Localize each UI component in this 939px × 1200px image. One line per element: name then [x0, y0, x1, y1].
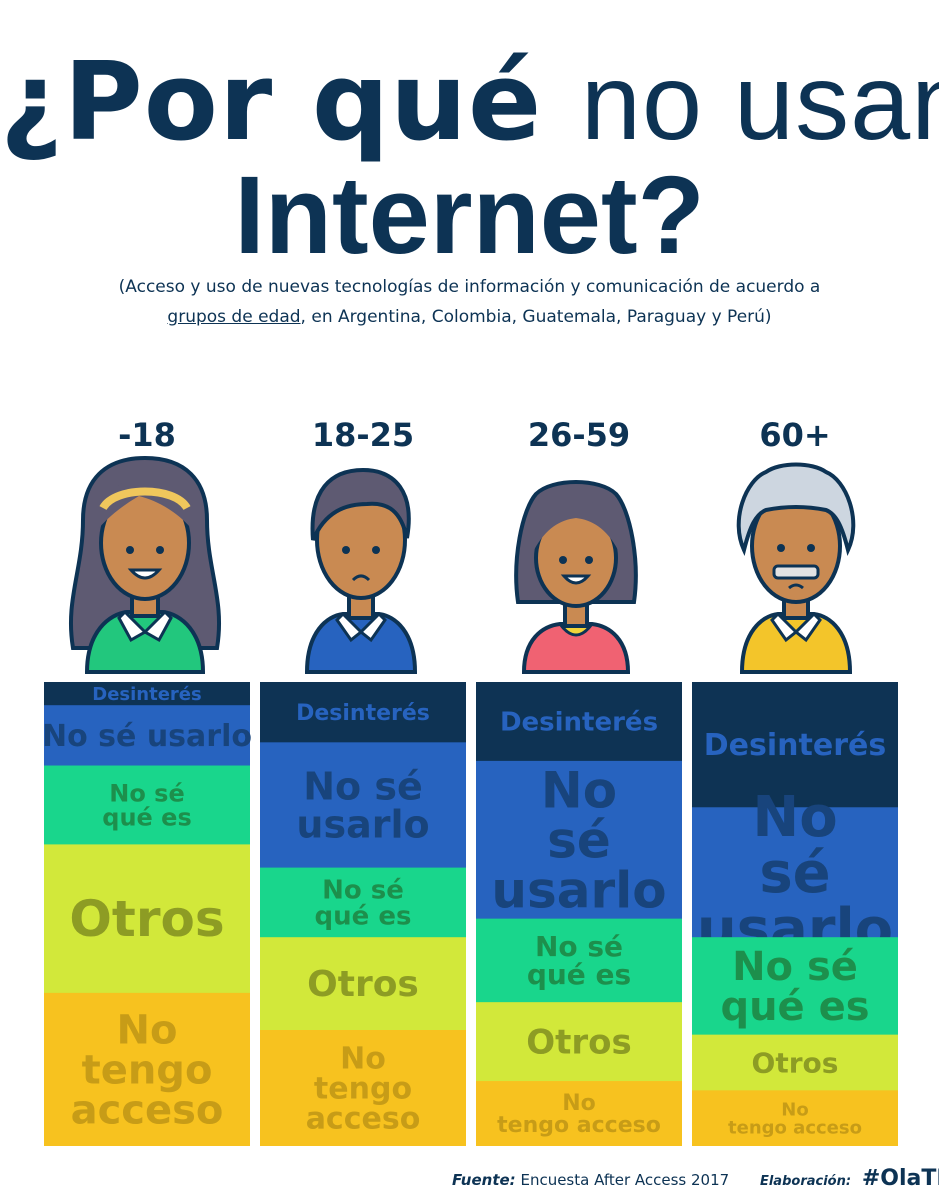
segment-label: No sé usarlo — [296, 764, 429, 846]
segment-label: No sé qué es — [315, 876, 412, 932]
segment-no-s-usarlo — [476, 760, 682, 920]
segment-label: Otros — [69, 890, 224, 948]
segment-no-tengo-acceso — [692, 1090, 898, 1146]
segment-label: Desinterés — [296, 701, 430, 726]
title-line-1: ¿Por qué no usan — [0, 48, 939, 157]
avatar-young-man-icon — [304, 467, 418, 674]
avatars — [68, 455, 856, 674]
segment-desinter-s — [44, 682, 250, 707]
segment-no-tengo-acceso — [260, 1030, 466, 1146]
segment-label: Otros — [752, 1046, 839, 1079]
segment-no-s-qu-es — [44, 765, 250, 846]
title-bold: ¿Por qué — [0, 40, 543, 165]
segment-no-tengo-acceso — [44, 992, 250, 1146]
credit-value: #OlaTICs — [861, 1166, 939, 1191]
segment-label: No sé usarlo — [491, 761, 666, 919]
age-group-chart: -18 18-25 26-59 60+ — [42, 416, 898, 1146]
subtitle-line-2: , en Argentina, Colombia, Guatemala, Par… — [300, 307, 772, 327]
page-title: ¿Por qué no usan Internet? — [0, 48, 939, 271]
credit-key: Elaboración: — [759, 1174, 852, 1189]
title-line-2: Internet? — [234, 154, 705, 277]
segment-label: No tengo acceso — [728, 1099, 862, 1138]
age-labels: -18 18-25 26-59 60+ — [118, 416, 831, 454]
column-1: Desinterés No sé usarlo No sé qué es Otros No t… — [260, 682, 466, 1146]
avatar-older-man-icon — [736, 462, 856, 674]
segment-label: No sé qué es — [527, 930, 631, 991]
subtitle-link[interactable]: grupos de edad — [167, 307, 301, 327]
footer: Fuente: Encuesta After Access 2017 Elabo… — [452, 1166, 939, 1191]
segment-label: Desinterés — [92, 684, 201, 705]
segment-label: No sé qué es — [720, 944, 869, 1030]
segment-desinter-s — [260, 682, 466, 744]
subtitle: (Acceso y uso de nuevas tecnologías de i… — [100, 272, 839, 332]
segment-no-s-usarlo — [692, 807, 898, 939]
segment-label: Otros — [526, 1023, 632, 1063]
column-2: Desinterés No sé usarlo No sé qué es Otros No te… — [476, 682, 682, 1146]
avatar-woman-icon — [514, 480, 638, 674]
segment-label: Desinterés — [704, 728, 886, 763]
segment-otros — [476, 1002, 682, 1083]
segment-label: No sé qué es — [102, 779, 191, 831]
segment-otros — [692, 1034, 898, 1092]
age-label: 60+ — [759, 416, 830, 454]
segment-otros — [260, 937, 466, 1031]
segment-no-s-qu-es — [260, 867, 466, 939]
segment-label: Desinterés — [500, 708, 658, 738]
segment-label: No tengo acceso — [71, 1007, 224, 1133]
avatar-girl-icon — [68, 455, 222, 674]
column-0: Desinterés No sé usarlo No sé qué es Otros No… — [42, 682, 252, 1146]
title-light: no usan — [580, 41, 939, 162]
segment-label: Otros — [307, 964, 419, 1005]
segment-desinter-s — [692, 682, 898, 809]
segment-no-tengo-acceso — [476, 1081, 682, 1146]
segment-no-s-qu-es — [476, 918, 682, 1004]
segment-no-s-qu-es — [692, 937, 898, 1036]
segment-no-s-usarlo — [260, 742, 466, 869]
segment-otros — [44, 844, 250, 994]
subtitle-line-1: (Acceso y uso de nuevas tecnologías de i… — [118, 277, 821, 297]
segment-label: No sé usarlo — [42, 719, 252, 754]
source-value: Encuesta After Access 2017 — [520, 1171, 730, 1189]
age-label: -18 — [118, 416, 176, 454]
age-label: 18-25 — [312, 416, 414, 454]
segment-label: No tengo acceso — [497, 1091, 661, 1138]
age-label: 26-59 — [528, 416, 630, 454]
segment-label: No tengo acceso — [306, 1042, 421, 1137]
source-key: Fuente: — [452, 1171, 516, 1189]
columns: Desinterés No sé usarlo No sé qué es Otros No… — [42, 682, 898, 1146]
segment-no-s-usarlo — [44, 705, 250, 767]
segment-desinter-s — [476, 682, 682, 762]
